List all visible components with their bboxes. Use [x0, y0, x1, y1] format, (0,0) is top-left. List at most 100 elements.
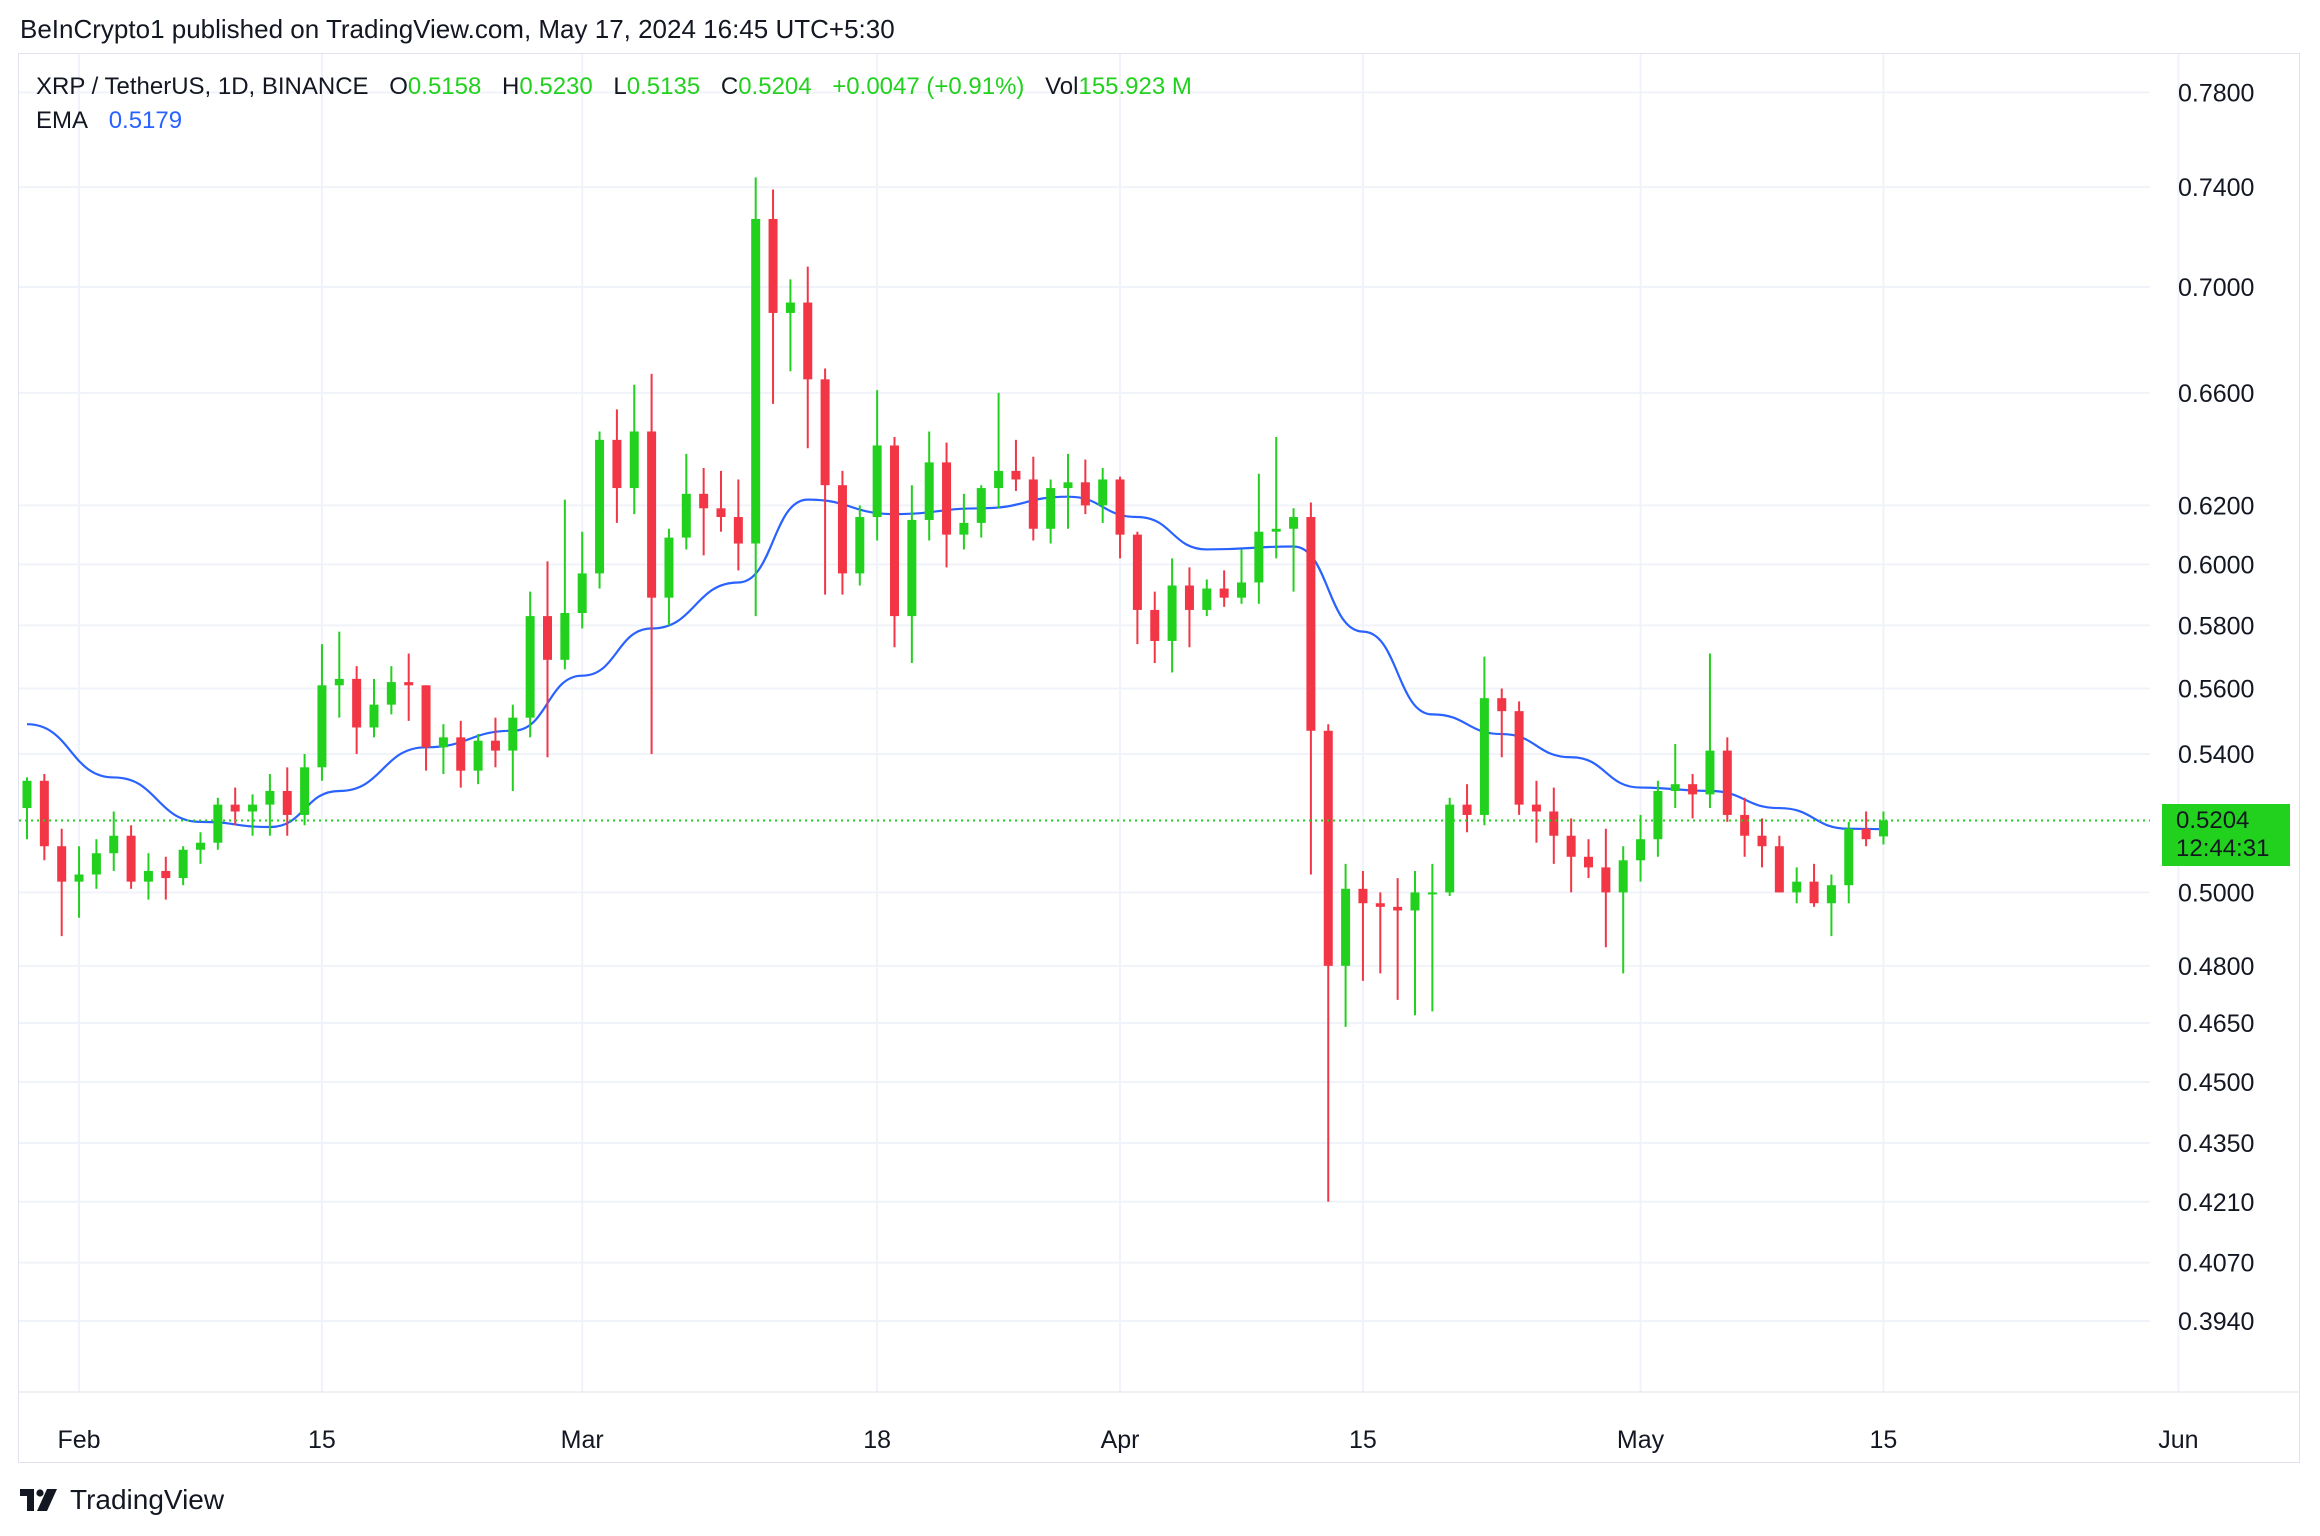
y-tick-label: 0.4650	[2178, 1010, 2254, 1038]
x-tick-label: 15	[308, 1426, 336, 1454]
candle-up	[386, 666, 396, 715]
y-tick-label: 0.4500	[2178, 1069, 2254, 1097]
candle-body	[1098, 479, 1108, 506]
candle-down	[647, 373, 657, 754]
high-value: 0.5230	[519, 73, 593, 100]
candle-up	[1636, 814, 1646, 882]
candle-up	[1098, 468, 1108, 523]
candle-body	[1809, 881, 1819, 904]
candle-down	[837, 470, 847, 595]
candle-body	[681, 493, 691, 538]
candle-body	[994, 470, 1004, 489]
candle-body	[1601, 867, 1611, 893]
candle-down	[421, 685, 431, 771]
candle-body	[1497, 698, 1507, 712]
candle-body	[1271, 528, 1281, 532]
candle-down	[733, 479, 743, 571]
candle-up	[959, 493, 969, 550]
candle-body	[1722, 750, 1732, 815]
candles-layer	[22, 177, 1888, 1202]
candle-body	[890, 445, 899, 617]
candle-body	[1878, 820, 1888, 837]
candle-up	[213, 797, 223, 850]
candle-up	[1479, 656, 1489, 826]
tradingview-logo-icon[interactable]	[20, 1489, 60, 1511]
candle-up	[629, 384, 639, 515]
candle-down	[820, 368, 830, 595]
candle-body	[1757, 835, 1767, 847]
candle-body	[213, 804, 223, 843]
candle-up	[681, 453, 691, 550]
y-tick-label: 0.6200	[2178, 492, 2254, 520]
candle-down	[352, 666, 362, 754]
candle-down	[1688, 774, 1698, 819]
candle-body	[1636, 839, 1646, 861]
candle-body	[39, 780, 49, 847]
candle-down	[126, 825, 136, 889]
low-label: L	[613, 73, 627, 100]
ema-label[interactable]: EMA	[36, 107, 89, 134]
candle-body	[1792, 881, 1802, 893]
open-label: O	[389, 73, 408, 100]
candle-up	[976, 485, 986, 538]
candle-up	[1271, 437, 1281, 559]
close-label: C	[720, 73, 739, 100]
candle-body	[1028, 479, 1038, 529]
x-tick-label: 15	[1870, 1426, 1898, 1454]
candle-body	[74, 874, 84, 882]
candle-body	[1306, 517, 1316, 731]
candle-body	[976, 488, 986, 523]
candle-down	[1375, 892, 1385, 974]
y-tick-label: 0.5800	[2178, 612, 2254, 640]
candle-down	[39, 774, 49, 861]
candle-body	[1080, 482, 1090, 506]
candle-up	[1826, 874, 1836, 937]
open-value: 0.5158	[407, 73, 482, 100]
candle-body	[1705, 750, 1715, 795]
candle-body	[1254, 531, 1264, 583]
symbol-label[interactable]: XRP / TetherUS, 1D, BINANCE	[36, 73, 369, 100]
candle-up	[1792, 867, 1802, 904]
candle-up	[1653, 780, 1663, 857]
candle-down	[716, 470, 726, 532]
y-tick-label: 0.6000	[2178, 551, 2254, 579]
x-tick-label: 15	[1349, 1426, 1377, 1454]
candle-body	[1445, 804, 1455, 893]
candle-body	[1774, 846, 1784, 893]
candle-down	[890, 437, 899, 648]
candle-body	[196, 842, 205, 850]
candle-down	[1740, 797, 1750, 857]
candle-down	[1219, 570, 1229, 607]
candle-up	[508, 704, 518, 791]
volume-label: Vol	[1045, 73, 1079, 100]
tradingview-brand[interactable]: TradingView	[70, 1484, 225, 1515]
candle-body	[699, 493, 709, 509]
candle-body	[1323, 730, 1333, 966]
candle-up	[22, 777, 32, 840]
candle-body	[820, 379, 830, 486]
candle-down	[612, 409, 622, 523]
candle-up	[1618, 846, 1628, 974]
candle-body	[1479, 698, 1489, 815]
candle-body	[1167, 585, 1177, 641]
y-tick-label: 0.7000	[2178, 274, 2254, 302]
candle-body	[1826, 885, 1836, 904]
low-value: 0.5135	[626, 73, 701, 100]
candle-down	[1080, 459, 1090, 515]
y-tick-label: 0.7800	[2178, 79, 2254, 107]
candle-up	[74, 846, 84, 918]
candle-up	[1844, 821, 1854, 904]
x-tick-label: 18	[863, 1426, 891, 1454]
price-axis: 0.7800 0.7400 0.7000 0.6600 0.6200 0.6000 0.58…	[2178, 79, 2254, 1336]
candle-down	[1809, 863, 1819, 907]
y-tick-label: 0.7400	[2178, 174, 2254, 202]
x-tick-label: Jun	[2158, 1426, 2198, 1454]
candle-up	[872, 390, 882, 541]
candle-up	[473, 734, 483, 785]
candle-body	[508, 717, 518, 751]
candle-body	[317, 685, 327, 768]
candle-body	[525, 616, 535, 718]
candle-body	[265, 790, 275, 805]
candle-body	[595, 439, 605, 574]
